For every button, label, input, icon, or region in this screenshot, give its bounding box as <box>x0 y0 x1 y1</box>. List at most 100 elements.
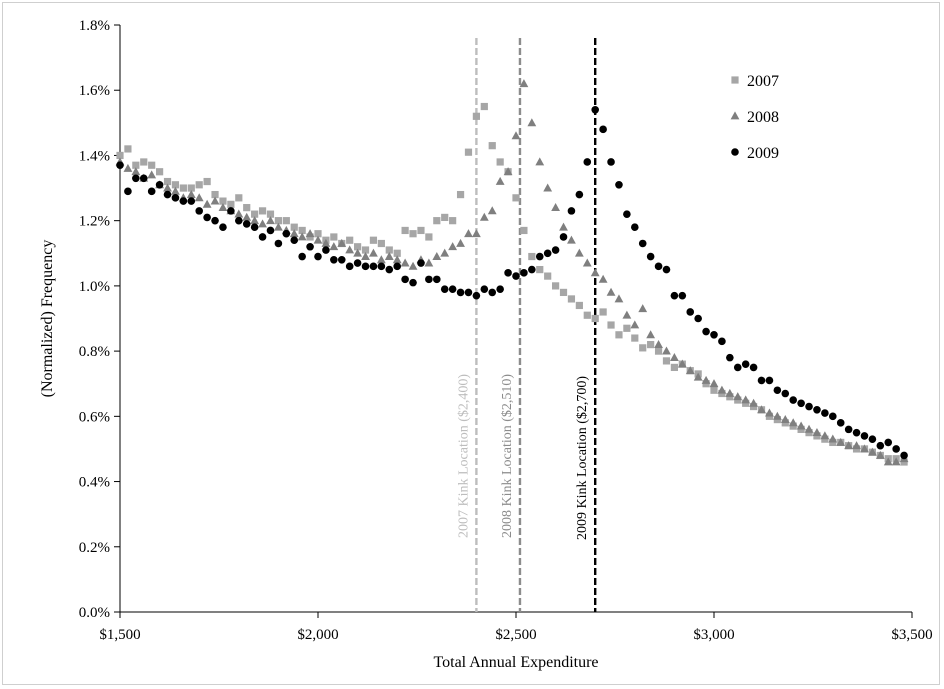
point-2009 <box>401 275 409 284</box>
point-2008 <box>258 219 267 228</box>
point-2008 <box>131 167 141 176</box>
point-2007 <box>544 272 552 280</box>
point-2009 <box>116 161 124 170</box>
point-2007 <box>330 233 338 241</box>
point-2007 <box>623 324 631 332</box>
point-2009 <box>710 331 718 339</box>
point-2009 <box>575 190 584 199</box>
point-2007 <box>377 239 385 248</box>
point-2008 <box>495 176 505 185</box>
point-2008 <box>464 229 473 238</box>
point-2008 <box>733 392 743 401</box>
point-2008 <box>741 395 751 404</box>
point-2008 <box>582 258 592 267</box>
point-2007 <box>480 102 488 111</box>
point-2008 <box>567 235 576 244</box>
point-2009 <box>345 262 354 271</box>
point-2007 <box>607 321 615 329</box>
point-2009 <box>480 285 489 293</box>
point-2008 <box>242 212 252 221</box>
point-2008 <box>535 157 545 166</box>
point-2009 <box>337 255 346 264</box>
point-2007 <box>393 249 401 257</box>
point-2009 <box>599 125 607 134</box>
point-2009 <box>781 389 790 398</box>
point-2007 <box>591 314 599 323</box>
axes: 0.0% 0.2% 0.4% 0.6% 0.8% 1.0% 1.2% 1.4% 1.6% 1.8%… <box>79 18 933 643</box>
point-2008 <box>844 441 854 450</box>
point-2008 <box>630 320 640 329</box>
point-2007 <box>512 194 520 202</box>
point-2008 <box>590 268 600 277</box>
point-2007 <box>171 181 180 189</box>
y-tick-label: 0.4% <box>79 475 110 491</box>
legend-marker-2009 <box>731 148 739 156</box>
point-2009 <box>623 210 631 218</box>
point-2007 <box>346 236 354 244</box>
point-2009 <box>139 174 148 183</box>
kink-label: 2007 Kink Location ($2,400) <box>456 374 471 538</box>
point-2008 <box>812 428 822 437</box>
point-2008 <box>321 238 331 247</box>
point-2009 <box>242 220 251 228</box>
point-2008 <box>788 418 798 427</box>
point-2008 <box>828 434 838 443</box>
point-2008 <box>234 209 244 218</box>
point-2007 <box>520 226 528 235</box>
point-2008 <box>551 203 560 212</box>
point-2007 <box>631 334 639 342</box>
legend: 2007 2008 2009 <box>730 73 779 162</box>
point-2007 <box>654 347 663 355</box>
point-2009 <box>654 262 663 271</box>
point-2007 <box>124 145 132 153</box>
point-2008 <box>424 258 434 267</box>
point-2008 <box>202 199 212 208</box>
point-2008 <box>163 183 172 192</box>
point-2008 <box>662 346 671 355</box>
point-2007 <box>243 204 251 212</box>
point-2007 <box>179 184 187 192</box>
point-2007 <box>583 311 591 319</box>
point-2008 <box>836 437 846 446</box>
point-2009 <box>425 275 433 284</box>
point-2008 <box>345 245 355 254</box>
point-2008 <box>646 330 656 339</box>
point-2009 <box>377 262 386 271</box>
point-2009 <box>353 259 362 267</box>
point-2008 <box>559 222 568 231</box>
series-2009 <box>116 105 908 460</box>
y-tick-label: 0.0% <box>79 605 110 621</box>
point-2008 <box>289 229 299 238</box>
point-2007 <box>354 243 362 251</box>
point-2007 <box>258 207 267 215</box>
point-2007 <box>536 265 544 274</box>
point-2007 <box>298 226 306 235</box>
point-2007 <box>575 301 583 310</box>
point-2008 <box>297 232 307 241</box>
point-2008 <box>479 212 489 221</box>
point-2007 <box>235 194 243 202</box>
point-2008 <box>701 375 711 384</box>
point-2008 <box>519 79 529 88</box>
point-2007 <box>567 295 576 303</box>
point-2008 <box>875 450 885 459</box>
point-2008 <box>337 238 347 247</box>
point-2009 <box>409 278 417 287</box>
point-2009 <box>615 180 623 189</box>
point-2008 <box>677 359 687 368</box>
point-2007 <box>488 142 496 150</box>
point-2009 <box>797 399 805 408</box>
legend-marker-2007 <box>731 76 739 84</box>
point-2009 <box>187 197 196 205</box>
point-2009 <box>496 285 504 293</box>
point-2009 <box>417 259 425 267</box>
point-2007 <box>282 217 290 225</box>
point-2007 <box>132 161 140 169</box>
point-2008 <box>693 372 703 381</box>
point-2009 <box>155 180 164 189</box>
point-2009 <box>694 314 702 323</box>
point-2008 <box>780 414 790 423</box>
point-2008 <box>266 216 275 225</box>
legend-marker-2008 <box>730 111 740 120</box>
